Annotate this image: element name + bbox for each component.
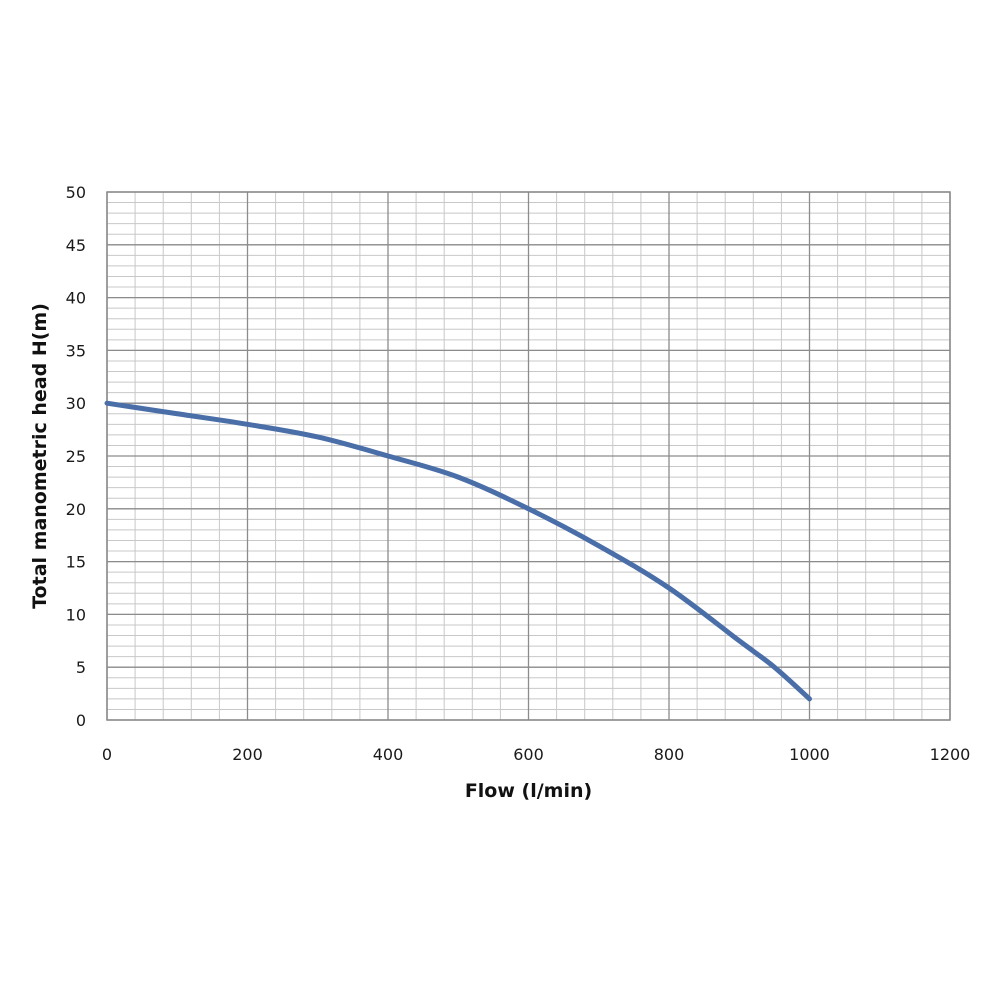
y-tick-label: 15 [66, 553, 86, 572]
x-tick-label: 1000 [789, 745, 830, 764]
y-axis-title: Total manometric head H(m) [29, 303, 51, 609]
y-tick-label: 20 [66, 500, 86, 519]
x-axis-title: Flow (l/min) [465, 780, 592, 802]
y-tick-label: 35 [66, 341, 86, 360]
x-tick-label: 800 [654, 745, 685, 764]
y-axis-tick-labels: 0 5 10 15 20 25 30 35 40 45 50 [66, 183, 86, 730]
x-tick-label: 400 [373, 745, 404, 764]
x-tick-label: 600 [513, 745, 544, 764]
x-tick-label: 1200 [930, 745, 971, 764]
y-tick-label: 5 [76, 658, 86, 677]
y-tick-label: 45 [66, 236, 86, 255]
y-tick-label: 10 [66, 605, 86, 624]
y-tick-label: 0 [76, 711, 86, 730]
pump-curve-line [104, 400, 812, 702]
major-gridlines [106, 191, 951, 721]
y-tick-label: 30 [66, 394, 86, 413]
y-tick-label: 50 [66, 183, 86, 202]
plot-area-border [106, 191, 951, 721]
x-axis-tick-labels: 0 200 400 600 800 1000 1200 [102, 745, 970, 764]
y-tick-label: 40 [66, 289, 86, 308]
y-tick-label: 25 [66, 447, 86, 466]
x-tick-label: 0 [102, 745, 112, 764]
x-tick-label: 200 [232, 745, 263, 764]
series-layer [104, 400, 812, 702]
